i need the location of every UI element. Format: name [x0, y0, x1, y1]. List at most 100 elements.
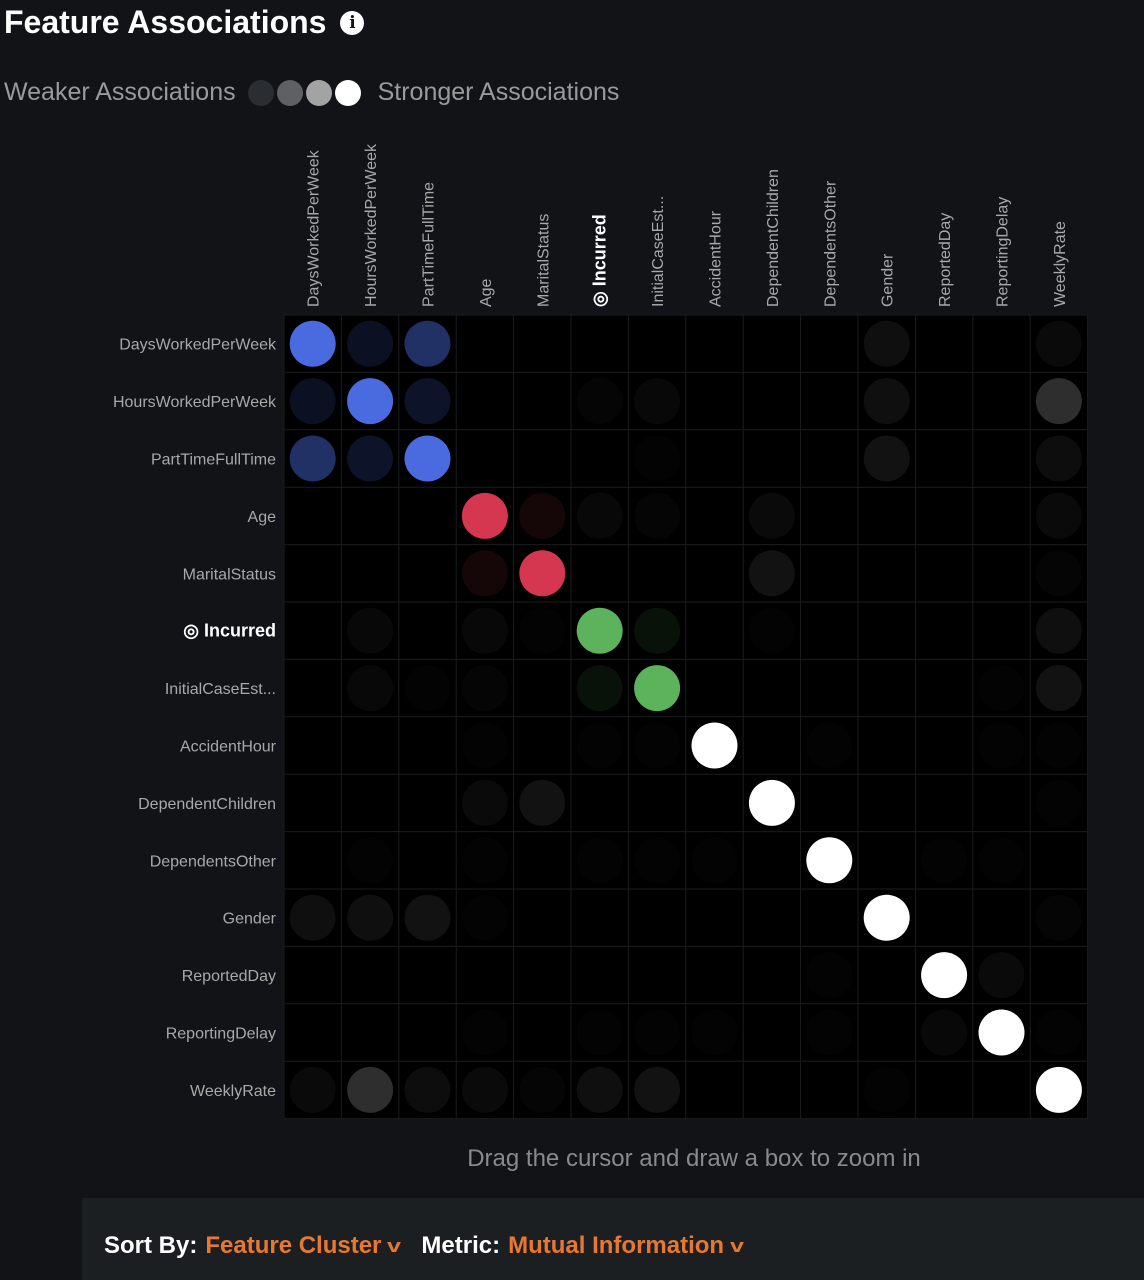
- association-dot[interactable]: [1035, 1066, 1082, 1113]
- association-dot[interactable]: [921, 952, 968, 999]
- association-dot[interactable]: [921, 1009, 968, 1056]
- metric-label: Metric:: [421, 1232, 501, 1259]
- association-dot[interactable]: [289, 378, 336, 425]
- association-matrix[interactable]: DaysWorkedPerWeek DaysWorkedPerWeek HoursW…: [0, 0, 1144, 1130]
- association-dot[interactable]: [404, 1066, 451, 1113]
- column-label: PartTimeFullTime: [421, 182, 438, 307]
- association-dot[interactable]: [1035, 378, 1082, 425]
- association-dot[interactable]: [748, 779, 795, 826]
- association-dot[interactable]: [1035, 722, 1082, 769]
- association-dot[interactable]: [748, 550, 795, 597]
- association-dot[interactable]: [863, 320, 910, 367]
- association-dot[interactable]: [634, 1009, 681, 1056]
- association-dot[interactable]: [1035, 320, 1082, 367]
- column-label: Gender: [880, 253, 897, 307]
- association-dot[interactable]: [576, 665, 623, 712]
- association-dot[interactable]: [289, 435, 336, 482]
- association-dot[interactable]: [978, 952, 1025, 999]
- association-dot[interactable]: [347, 894, 394, 941]
- association-dot[interactable]: [634, 837, 681, 884]
- association-dot[interactable]: [978, 722, 1025, 769]
- association-dot[interactable]: [1035, 1009, 1082, 1056]
- association-dot[interactable]: [863, 894, 910, 941]
- association-dot[interactable]: [576, 722, 623, 769]
- association-dot[interactable]: [978, 837, 1025, 884]
- association-dot[interactable]: [461, 665, 508, 712]
- association-dot[interactable]: [461, 722, 508, 769]
- association-dot[interactable]: [461, 607, 508, 654]
- association-dot[interactable]: [691, 1009, 738, 1056]
- association-dot[interactable]: [347, 435, 394, 482]
- association-dot[interactable]: [404, 894, 451, 941]
- association-dot[interactable]: [576, 837, 623, 884]
- association-dot[interactable]: [1035, 550, 1082, 597]
- association-dot[interactable]: [634, 607, 681, 654]
- association-dot[interactable]: [863, 435, 910, 482]
- column-label: MaritalStatus: [535, 214, 552, 307]
- association-dot[interactable]: [978, 1009, 1025, 1056]
- association-dot[interactable]: [634, 435, 681, 482]
- association-dot[interactable]: [347, 607, 394, 654]
- association-dot[interactable]: [461, 837, 508, 884]
- association-dot[interactable]: [691, 837, 738, 884]
- association-dot[interactable]: [576, 1066, 623, 1113]
- association-dot[interactable]: [978, 665, 1025, 712]
- association-dot[interactable]: [691, 722, 738, 769]
- association-dot[interactable]: [461, 550, 508, 597]
- association-dot[interactable]: [1035, 779, 1082, 826]
- association-dot[interactable]: [404, 378, 451, 425]
- association-dot[interactable]: [347, 320, 394, 367]
- association-dot[interactable]: [461, 492, 508, 539]
- association-dot[interactable]: [806, 952, 853, 999]
- association-dot[interactable]: [576, 492, 623, 539]
- info-icon[interactable]: i: [340, 10, 365, 35]
- row-label: Gender: [223, 911, 277, 928]
- association-dot[interactable]: [289, 1066, 336, 1113]
- association-dot[interactable]: [461, 894, 508, 941]
- association-dot[interactable]: [519, 550, 566, 597]
- association-dot[interactable]: [806, 837, 853, 884]
- association-dot[interactable]: [1035, 607, 1082, 654]
- association-dot[interactable]: [519, 1066, 566, 1113]
- association-dot[interactable]: [347, 378, 394, 425]
- association-dot[interactable]: [347, 837, 394, 884]
- association-dot[interactable]: [863, 378, 910, 425]
- metric-dropdown[interactable]: Metric: Mutual Information v: [421, 1232, 744, 1260]
- association-dot[interactable]: [289, 894, 336, 941]
- association-dot[interactable]: [921, 837, 968, 884]
- column-label: DependentsOther: [822, 180, 839, 307]
- association-dot[interactable]: [576, 1009, 623, 1056]
- association-dot[interactable]: [404, 320, 451, 367]
- association-dot[interactable]: [347, 665, 394, 712]
- association-dot[interactable]: [1035, 435, 1082, 482]
- association-dot[interactable]: [519, 492, 566, 539]
- association-dot[interactable]: [576, 607, 623, 654]
- association-dot[interactable]: [519, 607, 566, 654]
- association-dot[interactable]: [461, 779, 508, 826]
- association-dot[interactable]: [634, 1066, 681, 1113]
- association-dot[interactable]: [863, 1066, 910, 1113]
- association-dot[interactable]: [347, 1066, 394, 1113]
- association-dot[interactable]: [1035, 665, 1082, 712]
- association-dot[interactable]: [461, 1009, 508, 1056]
- association-dot[interactable]: [634, 492, 681, 539]
- association-dot[interactable]: [461, 1066, 508, 1113]
- association-dot[interactable]: [519, 779, 566, 826]
- association-dot[interactable]: [634, 722, 681, 769]
- association-dot[interactable]: [806, 722, 853, 769]
- association-dot[interactable]: [404, 665, 451, 712]
- association-dot[interactable]: [1035, 492, 1082, 539]
- association-dot[interactable]: [404, 435, 451, 482]
- association-dot[interactable]: [806, 1009, 853, 1056]
- sort-by-dropdown[interactable]: Sort By: Feature Cluster v: [104, 1232, 401, 1260]
- association-dot[interactable]: [748, 492, 795, 539]
- association-dot[interactable]: [576, 378, 623, 425]
- association-dot[interactable]: [1035, 894, 1082, 941]
- association-dot[interactable]: [634, 378, 681, 425]
- association-dot[interactable]: [748, 607, 795, 654]
- association-dot[interactable]: [634, 665, 681, 712]
- association-dot[interactable]: [289, 320, 336, 367]
- column-label: DaysWorkedPerWeek: [306, 149, 323, 307]
- title-text: Feature Associations: [4, 4, 327, 40]
- strength-legend: Weaker Associations Stronger Association…: [4, 78, 619, 107]
